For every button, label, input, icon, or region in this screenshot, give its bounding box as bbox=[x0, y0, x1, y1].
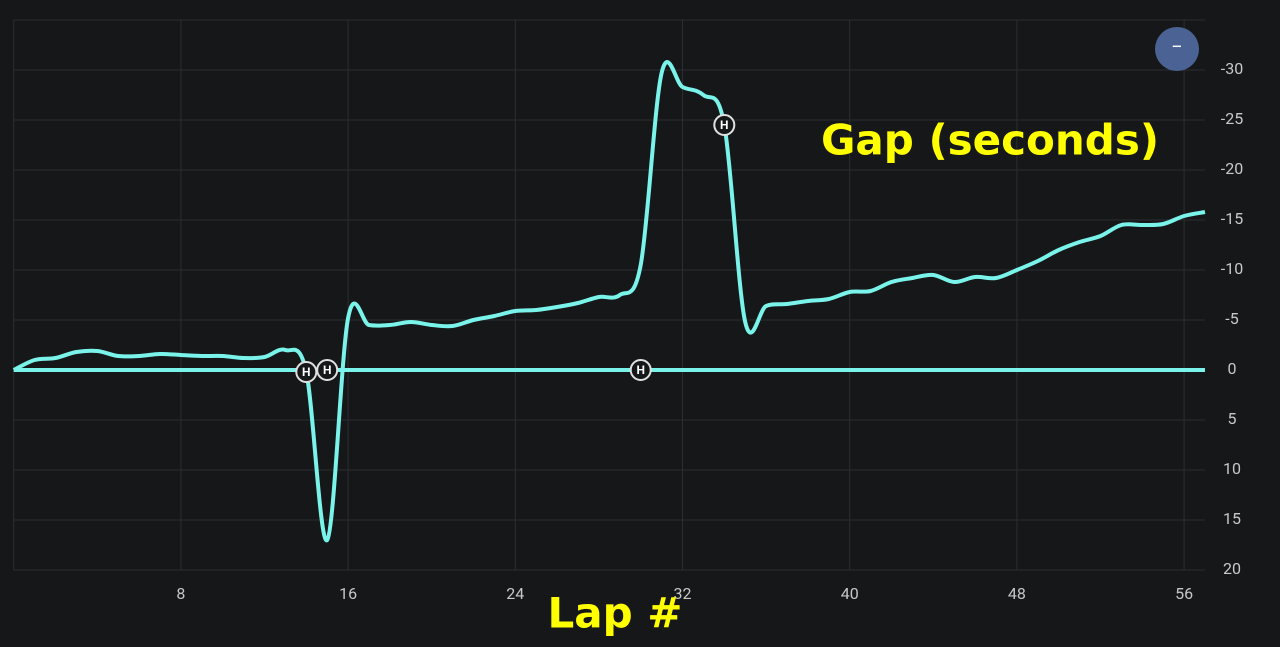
pit-marker bbox=[629, 359, 652, 381]
y-tick-label: -25 bbox=[1221, 109, 1243, 128]
y-tick-label: -5 bbox=[1225, 309, 1238, 328]
gap-line bbox=[12, 60, 1206, 543]
pit-label: H bbox=[636, 363, 644, 377]
y-tick-label: 15 bbox=[1223, 509, 1241, 528]
y-tick-label: 5 bbox=[1228, 409, 1237, 428]
pit-marker bbox=[713, 114, 736, 136]
y-tick-label: -10 bbox=[1221, 259, 1243, 278]
pit-label: H bbox=[302, 365, 310, 379]
x-tick-label: 24 bbox=[506, 584, 524, 603]
zoom-button-bg[interactable] bbox=[1155, 27, 1199, 71]
y-tick-label: -15 bbox=[1221, 209, 1243, 228]
y-tick-label: 20 bbox=[1223, 559, 1241, 578]
y-tick-label: -30 bbox=[1221, 59, 1243, 78]
x-tick-label: 16 bbox=[339, 584, 357, 603]
zoom-button-label[interactable]: − bbox=[1171, 34, 1182, 58]
y-tick-label: 10 bbox=[1223, 459, 1241, 478]
pit-label: H bbox=[720, 118, 728, 132]
y-tick-label: -20 bbox=[1221, 159, 1243, 178]
x-tick-label: 48 bbox=[1008, 584, 1026, 603]
x-tick-label: 32 bbox=[674, 584, 692, 603]
x-title: Lap # bbox=[548, 589, 683, 638]
y-tick-label: 0 bbox=[1228, 359, 1237, 378]
pit-label: H bbox=[323, 363, 331, 377]
pit-marker bbox=[316, 359, 339, 381]
x-tick-label: 40 bbox=[841, 584, 859, 603]
zoom-button[interactable]: − bbox=[1155, 27, 1199, 71]
grid: -30 -25 -20 -15 -10 -5 0 5 10 15 20 8 16 24 32 40 48 56 bbox=[13, 19, 1243, 603]
lines bbox=[12, 60, 1206, 543]
x-tick-label: 8 bbox=[176, 584, 185, 603]
pit-markers: H H HH bbox=[295, 114, 736, 383]
y-title: Gap (seconds) bbox=[821, 116, 1159, 165]
pit-marker bbox=[295, 361, 318, 383]
x-tick-label: 56 bbox=[1175, 584, 1193, 603]
